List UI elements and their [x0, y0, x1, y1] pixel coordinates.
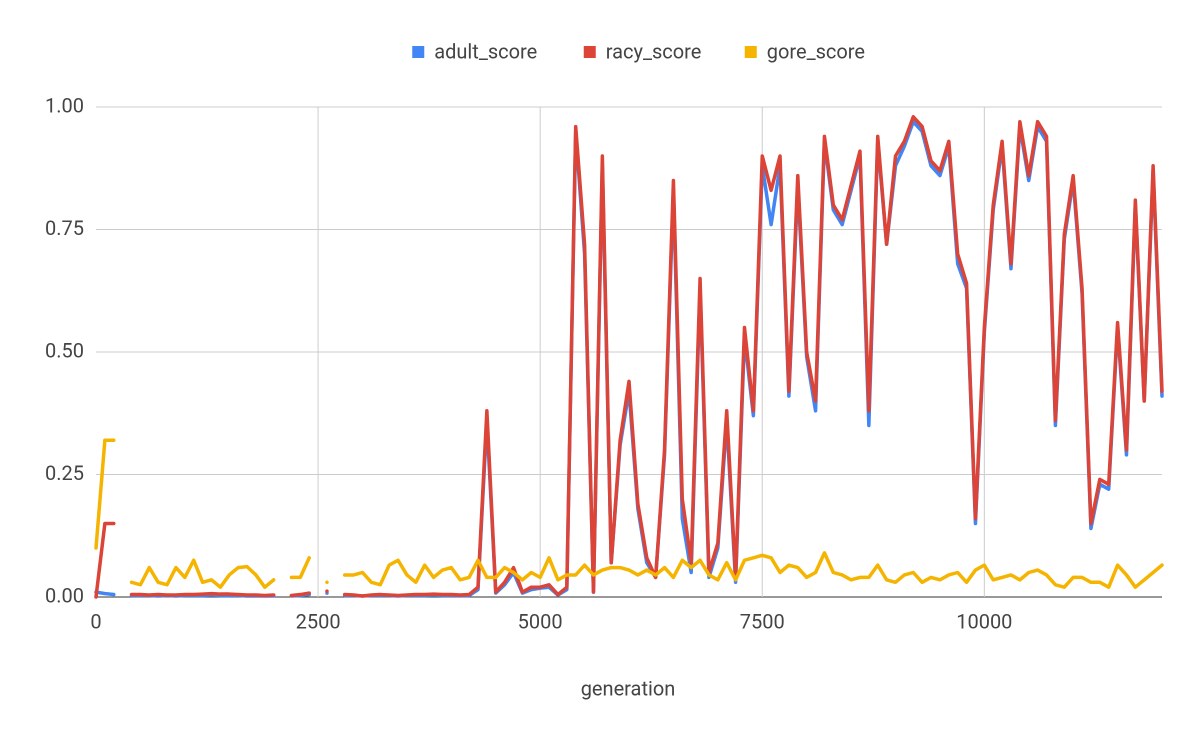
legend-swatch: [412, 46, 425, 58]
x-tick-label: 5000: [518, 609, 563, 633]
series-line: [94, 119, 1164, 598]
x-axis-label: generation: [581, 676, 676, 700]
series-line: [94, 115, 1164, 599]
x-tick-label: 2500: [296, 609, 341, 633]
legend-label: adult_score: [434, 39, 537, 63]
y-tick-label: 0.00: [45, 583, 84, 607]
legend-label: racy_score: [606, 39, 702, 63]
series-line: [94, 438, 1164, 589]
y-tick-label: 1.00: [45, 93, 84, 117]
x-tick-label: 10000: [956, 609, 1012, 633]
y-tick-label: 0.50: [45, 338, 84, 362]
y-tick-label: 0.25: [45, 461, 84, 485]
legend-swatch: [583, 46, 596, 58]
legend-label: gore_score: [767, 39, 865, 63]
y-tick-label: 0.75: [45, 216, 84, 240]
legend-swatch: [744, 46, 757, 58]
x-tick-label: 7500: [740, 609, 785, 633]
x-tick-label: 0: [90, 609, 101, 633]
